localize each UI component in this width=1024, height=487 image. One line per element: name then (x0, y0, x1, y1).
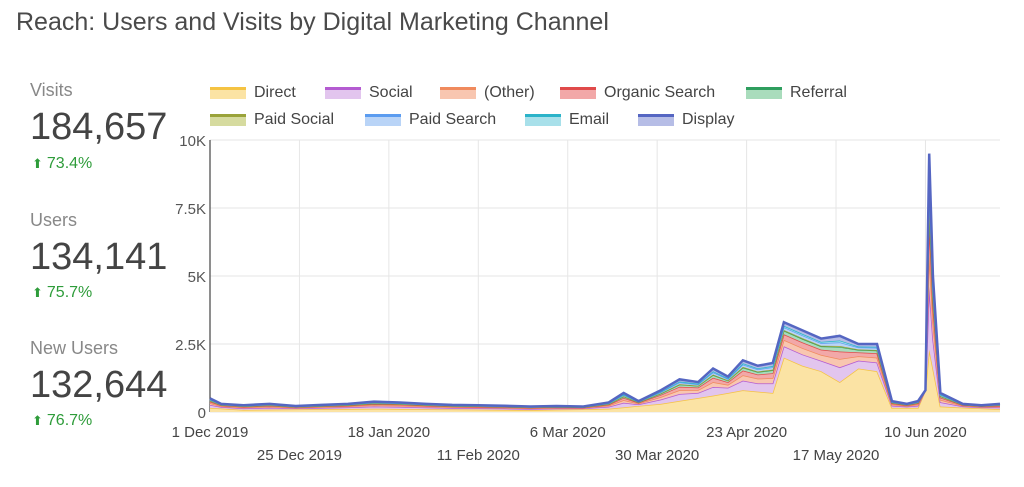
line-paid-social (209, 196, 1001, 409)
users-label: Users (30, 210, 78, 230)
legend-swatch (210, 113, 246, 126)
legend-swatch (210, 86, 246, 99)
area-paid-social (210, 196, 1000, 408)
up-arrow-icon: ⬆ (32, 285, 43, 300)
area-email (210, 173, 1000, 408)
area-organic-search (210, 220, 1000, 409)
up-arrow-icon: ⬆ (32, 156, 43, 171)
legend-item[interactable]: Paid Social (210, 111, 334, 129)
page-title: Reach: Users and Visits by Digital Marke… (16, 8, 609, 36)
visits-change: ⬆ 73.4% (32, 155, 92, 173)
legend-label: (Other) (484, 84, 535, 101)
y-tick-label: 2.5K (175, 337, 206, 354)
x-tick-label: 30 Mar 2020 (615, 447, 699, 464)
line-paid-search (209, 180, 1001, 408)
legend-label: Direct (254, 84, 296, 101)
legend-item[interactable]: Referral (746, 84, 847, 102)
legend-swatch (525, 113, 561, 126)
legend-label: Paid Search (409, 111, 497, 128)
legend-label: Social (369, 84, 413, 101)
new-users-change: ⬆ 76.7% (32, 412, 92, 430)
x-tick-label: 1 Dec 2019 (172, 424, 249, 441)
line-display (209, 153, 1001, 408)
users-change-value: 75.7% (46, 284, 93, 301)
visits-value: 184,657 (30, 106, 168, 148)
legend-label: Organic Search (604, 84, 716, 101)
visits-label: Visits (30, 80, 73, 100)
line--other- (209, 251, 1001, 410)
legend-label: Referral (790, 84, 847, 101)
legend-swatch (560, 86, 596, 99)
x-tick-label: 18 Jan 2020 (348, 424, 431, 441)
x-tick-label: 17 May 2020 (793, 447, 880, 464)
legend-swatch (325, 86, 361, 99)
legend-swatch (440, 86, 476, 99)
new-users-value: 132,644 (30, 364, 168, 406)
line-email (209, 173, 1001, 408)
x-tick-label: 25 Dec 2019 (257, 447, 342, 464)
y-tick-label: 5K (188, 269, 206, 286)
legend-item[interactable]: Direct (210, 84, 296, 102)
area-referral (210, 200, 1000, 408)
legend-item[interactable]: Organic Search (560, 84, 715, 102)
x-tick-label: 10 Jun 2020 (884, 424, 967, 441)
new-users-label: New Users (30, 338, 119, 358)
x-tick-label: 23 Apr 2020 (706, 424, 787, 441)
area-paid-search (210, 181, 1000, 408)
users-value: 134,141 (30, 236, 168, 278)
line-referral (209, 200, 1001, 409)
x-tick-label: 6 Mar 2020 (530, 424, 606, 441)
users-change: ⬆ 75.7% (32, 284, 92, 302)
legend-label: Display (682, 111, 735, 128)
legend-item[interactable]: Display (638, 111, 734, 129)
legend-label: Email (569, 111, 610, 128)
visits-change-value: 73.4% (46, 155, 93, 172)
legend-swatch (746, 86, 782, 99)
y-tick-label: 10K (179, 133, 206, 150)
legend-item[interactable]: Paid Search (365, 111, 496, 129)
legend-item[interactable]: Social (325, 84, 413, 102)
area--other- (210, 251, 1000, 409)
legend-label: Paid Social (254, 111, 335, 128)
line-organic-search (209, 220, 1001, 409)
area-social (210, 286, 1000, 411)
area-direct (210, 349, 1000, 412)
line-social (209, 286, 1001, 410)
legend-swatch (638, 113, 674, 126)
x-tick-label: 11 Feb 2020 (437, 447, 520, 464)
legend-swatch (365, 113, 401, 126)
new-users-change-value: 76.7% (46, 412, 93, 429)
y-tick-label: 0 (198, 405, 206, 422)
y-tick-label: 7.5K (175, 201, 206, 218)
legend-item[interactable]: Email (525, 111, 609, 129)
legend-item[interactable]: (Other) (440, 84, 535, 102)
up-arrow-icon: ⬆ (32, 413, 43, 428)
area-display (210, 153, 1000, 407)
line-direct (209, 349, 1001, 411)
